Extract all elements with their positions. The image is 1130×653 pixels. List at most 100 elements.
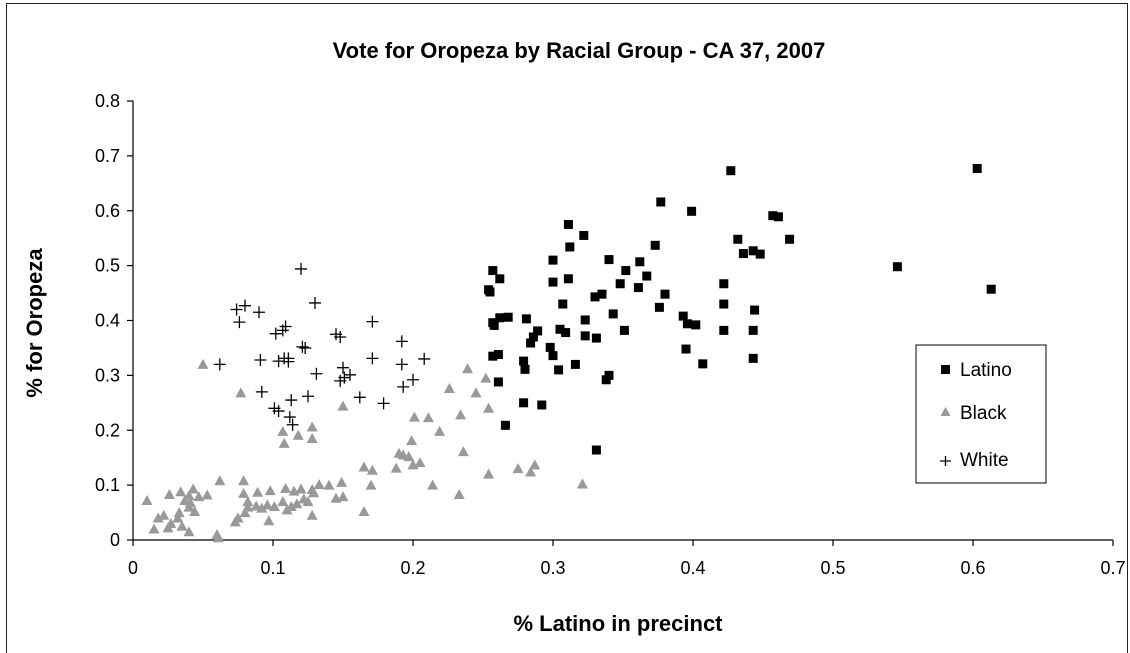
- data-point-black: [576, 478, 588, 489]
- data-point-black: [483, 468, 495, 479]
- data-point-black: [525, 466, 537, 477]
- data-point-latino: [520, 364, 530, 374]
- data-point-black: [414, 457, 426, 468]
- data-point-latino: [579, 230, 589, 240]
- data-point-latino: [561, 328, 571, 338]
- data-point-black: [281, 504, 293, 515]
- data-point-latino: [519, 356, 529, 366]
- data-point-latino: [528, 332, 538, 342]
- tick-labels: 0 0.1 0.2 0.3 0.4 0.5 0.6 0.7 0.8 0 0.1 0.2 0.3 0.4 0.…: [95, 91, 1126, 578]
- data-point-black: [238, 475, 250, 486]
- data-point-black: [214, 475, 226, 486]
- data-point-white: [255, 385, 268, 398]
- data-point-latino: [489, 320, 499, 330]
- chart-title: Vote for Oropeza by Racial Group - CA 37…: [333, 38, 826, 63]
- data-point-latino: [495, 274, 505, 284]
- data-point-latino: [619, 325, 629, 335]
- data-point-black: [163, 488, 175, 499]
- data-point-white: [272, 405, 285, 418]
- data-point-black: [434, 425, 446, 436]
- data-point-black: [173, 507, 185, 518]
- x-tick-label: 0: [128, 558, 138, 578]
- data-point-latino: [558, 299, 568, 309]
- data-point-black: [256, 502, 268, 513]
- data-point-white: [285, 394, 298, 407]
- data-point-white: [334, 374, 347, 387]
- data-point-latino: [785, 234, 795, 244]
- data-point-white: [377, 397, 390, 410]
- data-point-latino: [633, 283, 643, 293]
- data-point-black: [295, 483, 307, 494]
- data-point-black: [201, 489, 213, 500]
- data-point-latino: [726, 166, 736, 176]
- data-point-latino: [621, 266, 631, 276]
- data-point-black: [390, 462, 402, 473]
- data-point-latino: [597, 289, 607, 299]
- data-point-black: [443, 383, 455, 394]
- x-tick-label: 0.4: [680, 558, 705, 578]
- data-point-latino: [892, 262, 902, 272]
- data-point-black: [337, 400, 349, 411]
- data-point-latino: [750, 305, 760, 315]
- data-point-latino: [563, 219, 573, 229]
- data-point-latino: [493, 350, 503, 360]
- data-point-black: [229, 516, 241, 527]
- data-point-black: [212, 532, 224, 543]
- legend-label-black: Black: [960, 403, 1007, 424]
- data-point-black: [291, 498, 303, 509]
- chart-frame: [6, 3, 1128, 653]
- data-point-latino: [687, 206, 697, 216]
- data-point-white: [366, 315, 379, 328]
- data-point-latino: [493, 377, 503, 387]
- data-point-white: [407, 373, 419, 386]
- data-point-latino: [748, 246, 758, 256]
- x-axis-title: % Latino in precinct: [513, 611, 723, 636]
- data-point-latino: [548, 351, 558, 361]
- data-point-black: [455, 409, 467, 420]
- data-point-latino: [580, 315, 590, 325]
- data-point-black: [427, 479, 439, 490]
- data-point-latino: [719, 325, 729, 335]
- data-point-black: [308, 487, 320, 498]
- data-point-black: [165, 518, 177, 529]
- data-point-black: [336, 476, 348, 487]
- data-point-black: [512, 463, 524, 474]
- data-point-black: [189, 505, 201, 516]
- data-point-latino: [500, 420, 510, 430]
- data-point-latino: [681, 344, 691, 354]
- data-point-white: [366, 352, 379, 365]
- data-point-black: [261, 499, 273, 510]
- data-point-latino: [768, 211, 778, 221]
- data-point-latino: [533, 326, 543, 336]
- data-point-latino: [555, 324, 565, 334]
- legend-label-latino: Latino: [960, 360, 1012, 381]
- data-point-latino: [972, 163, 982, 173]
- data-point-latino: [738, 249, 748, 259]
- data-point-white: [213, 358, 226, 371]
- data-point-white: [310, 367, 323, 380]
- data-point-black: [280, 482, 292, 493]
- data-point-latino: [719, 279, 729, 289]
- data-point-white: [269, 327, 282, 340]
- x-tick-label: 0.7: [1100, 558, 1125, 578]
- axes: [127, 100, 1114, 546]
- data-point-black: [292, 429, 304, 440]
- data-point-white: [296, 340, 309, 353]
- data-point-white: [334, 330, 347, 343]
- data-point-latino: [565, 242, 575, 252]
- data-point-black: [277, 496, 289, 507]
- data-point-latino: [563, 274, 573, 284]
- data-point-black: [306, 509, 318, 520]
- data-point-black: [397, 449, 409, 460]
- data-point-latino: [755, 249, 765, 259]
- data-point-black: [288, 485, 300, 496]
- data-point-black: [235, 387, 247, 398]
- data-point-white: [353, 391, 366, 404]
- data-point-black: [158, 509, 170, 520]
- data-point-white: [344, 368, 356, 381]
- data-point-white: [239, 299, 251, 312]
- data-point-black: [172, 512, 184, 523]
- data-point-black: [238, 487, 250, 498]
- data-point-latino: [601, 375, 611, 385]
